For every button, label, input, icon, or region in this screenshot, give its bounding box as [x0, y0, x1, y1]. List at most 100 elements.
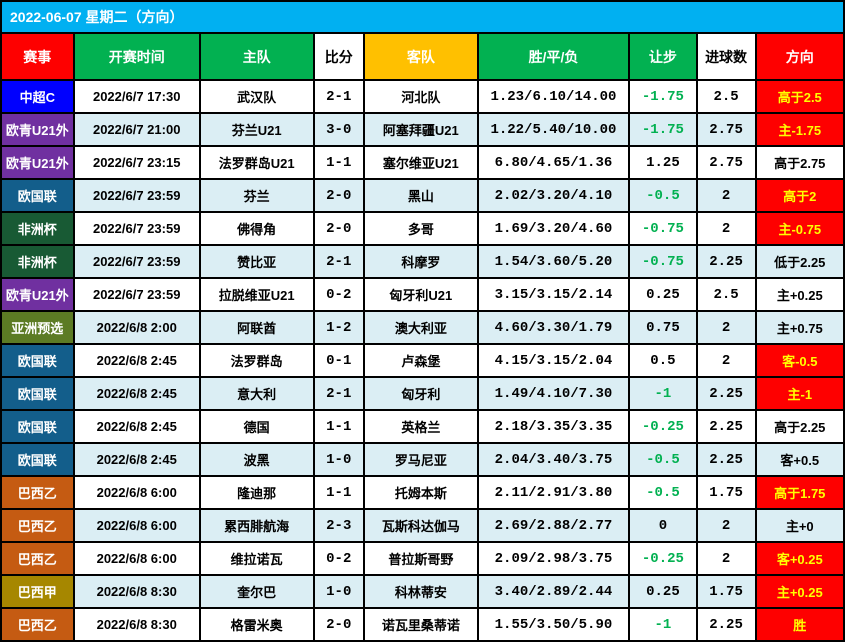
direction-cell: 主+0.75: [756, 311, 844, 344]
away-cell: 塞尔维亚U21: [364, 146, 478, 179]
table-row: 欧国联2022/6/8 2:45法罗群岛0-1卢森堡4.15/3.15/2.04…: [2, 344, 844, 377]
direction-cell: 低于2.25: [756, 245, 844, 278]
home-cell: 法罗群岛U21: [200, 146, 314, 179]
direction-cell: 主+0.25: [756, 278, 844, 311]
competition-cell: 巴西乙: [2, 608, 74, 641]
odds-cell: 6.80/4.65/1.36: [478, 146, 630, 179]
competition-cell: 中超C: [2, 80, 74, 113]
time-cell: 2022/6/8 8:30: [74, 575, 200, 608]
goals-cell: 2.25: [697, 608, 756, 641]
score-cell: 2-0: [314, 212, 365, 245]
home-cell: 芬兰: [200, 179, 314, 212]
away-cell: 匈牙利: [364, 377, 478, 410]
direction-cell: 高于2.25: [756, 410, 844, 443]
score-cell: 0-1: [314, 344, 365, 377]
header-1: 开赛时间: [74, 34, 200, 80]
home-cell: 隆迪那: [200, 476, 314, 509]
competition-cell: 欧国联: [2, 344, 74, 377]
table-row: 欧国联2022/6/7 23:59芬兰2-0黑山2.02/3.20/4.10-0…: [2, 179, 844, 212]
table-row: 欧青U21外2022/6/7 23:15法罗群岛U211-1塞尔维亚U216.8…: [2, 146, 844, 179]
table-row: 巴西甲2022/6/8 8:30奎尔巴1-0科林蒂安3.40/2.89/2.44…: [2, 575, 844, 608]
score-cell: 1-2: [314, 311, 365, 344]
let-cell: -1.75: [629, 113, 696, 146]
time-cell: 2022/6/7 23:59: [74, 278, 200, 311]
direction-cell: 胜: [756, 608, 844, 641]
odds-cell: 1.22/5.40/10.00: [478, 113, 630, 146]
time-cell: 2022/6/8 2:45: [74, 410, 200, 443]
competition-cell: 欧国联: [2, 443, 74, 476]
header-2: 主队: [200, 34, 314, 80]
home-cell: 拉脱维亚U21: [200, 278, 314, 311]
let-cell: 0: [629, 509, 696, 542]
goals-cell: 2.25: [697, 410, 756, 443]
goals-cell: 2.25: [697, 377, 756, 410]
goals-cell: 2.5: [697, 278, 756, 311]
home-cell: 累西腓航海: [200, 509, 314, 542]
header-3: 比分: [314, 34, 365, 80]
away-cell: 托姆本斯: [364, 476, 478, 509]
time-cell: 2022/6/7 23:59: [74, 212, 200, 245]
home-cell: 佛得角: [200, 212, 314, 245]
away-cell: 普拉斯哥野: [364, 542, 478, 575]
match-table: 赛事开赛时间主队比分客队胜/平/负让步进球数方向 中超C2022/6/7 17:…: [2, 34, 845, 642]
competition-cell: 欧青U21外: [2, 278, 74, 311]
goals-cell: 2: [697, 344, 756, 377]
score-cell: 2-3: [314, 509, 365, 542]
odds-cell: 4.60/3.30/1.79: [478, 311, 630, 344]
direction-cell: 主+0.25: [756, 575, 844, 608]
time-cell: 2022/6/8 2:45: [74, 344, 200, 377]
header-5: 胜/平/负: [478, 34, 630, 80]
header-6: 让步: [629, 34, 696, 80]
time-cell: 2022/6/7 21:00: [74, 113, 200, 146]
let-cell: 0.25: [629, 278, 696, 311]
odds-cell: 1.23/6.10/14.00: [478, 80, 630, 113]
score-cell: 0-2: [314, 278, 365, 311]
table-row: 巴西乙2022/6/8 8:30格雷米奥2-0诺瓦里桑蒂诺1.55/3.50/5…: [2, 608, 844, 641]
goals-cell: 2.5: [697, 80, 756, 113]
table-row: 欧青U21外2022/6/7 23:59拉脱维亚U210-2匈牙利U213.15…: [2, 278, 844, 311]
let-cell: -1: [629, 377, 696, 410]
home-cell: 法罗群岛: [200, 344, 314, 377]
competition-cell: 巴西乙: [2, 476, 74, 509]
odds-cell: 1.69/3.20/4.60: [478, 212, 630, 245]
goals-cell: 2: [697, 509, 756, 542]
table-row: 巴西乙2022/6/8 6:00维拉诺瓦0-2普拉斯哥野2.09/2.98/3.…: [2, 542, 844, 575]
time-cell: 2022/6/7 17:30: [74, 80, 200, 113]
goals-cell: 2.75: [697, 146, 756, 179]
goals-cell: 2: [697, 311, 756, 344]
page-title: 2022-06-07 星期二（方向）: [2, 2, 845, 34]
table-row: 巴西乙2022/6/8 6:00累西腓航海2-3瓦斯科达伽马2.69/2.88/…: [2, 509, 844, 542]
away-cell: 瓦斯科达伽马: [364, 509, 478, 542]
direction-cell: 客-0.5: [756, 344, 844, 377]
home-cell: 奎尔巴: [200, 575, 314, 608]
let-cell: 1.25: [629, 146, 696, 179]
let-cell: 0.75: [629, 311, 696, 344]
goals-cell: 2: [697, 212, 756, 245]
header-8: 方向: [756, 34, 844, 80]
odds-cell: 2.02/3.20/4.10: [478, 179, 630, 212]
let-cell: -1: [629, 608, 696, 641]
direction-cell: 高于1.75: [756, 476, 844, 509]
time-cell: 2022/6/8 2:00: [74, 311, 200, 344]
direction-cell: 高于2.75: [756, 146, 844, 179]
time-cell: 2022/6/8 2:45: [74, 377, 200, 410]
away-cell: 澳大利亚: [364, 311, 478, 344]
away-cell: 匈牙利U21: [364, 278, 478, 311]
score-cell: 3-0: [314, 113, 365, 146]
home-cell: 德国: [200, 410, 314, 443]
goals-cell: 2.25: [697, 443, 756, 476]
let-cell: 0.5: [629, 344, 696, 377]
table-row: 非洲杯2022/6/7 23:59赞比亚2-1科摩罗1.54/3.60/5.20…: [2, 245, 844, 278]
table-row: 欧青U21外2022/6/7 21:00芬兰U213-0阿塞拜疆U211.22/…: [2, 113, 844, 146]
competition-cell: 非洲杯: [2, 245, 74, 278]
score-cell: 2-0: [314, 608, 365, 641]
home-cell: 格雷米奥: [200, 608, 314, 641]
score-cell: 2-1: [314, 80, 365, 113]
competition-cell: 巴西乙: [2, 509, 74, 542]
table-row: 欧国联2022/6/8 2:45波黑1-0罗马尼亚2.04/3.40/3.75-…: [2, 443, 844, 476]
competition-cell: 欧国联: [2, 179, 74, 212]
away-cell: 诺瓦里桑蒂诺: [364, 608, 478, 641]
score-cell: 1-1: [314, 146, 365, 179]
time-cell: 2022/6/7 23:59: [74, 245, 200, 278]
header-0: 赛事: [2, 34, 74, 80]
